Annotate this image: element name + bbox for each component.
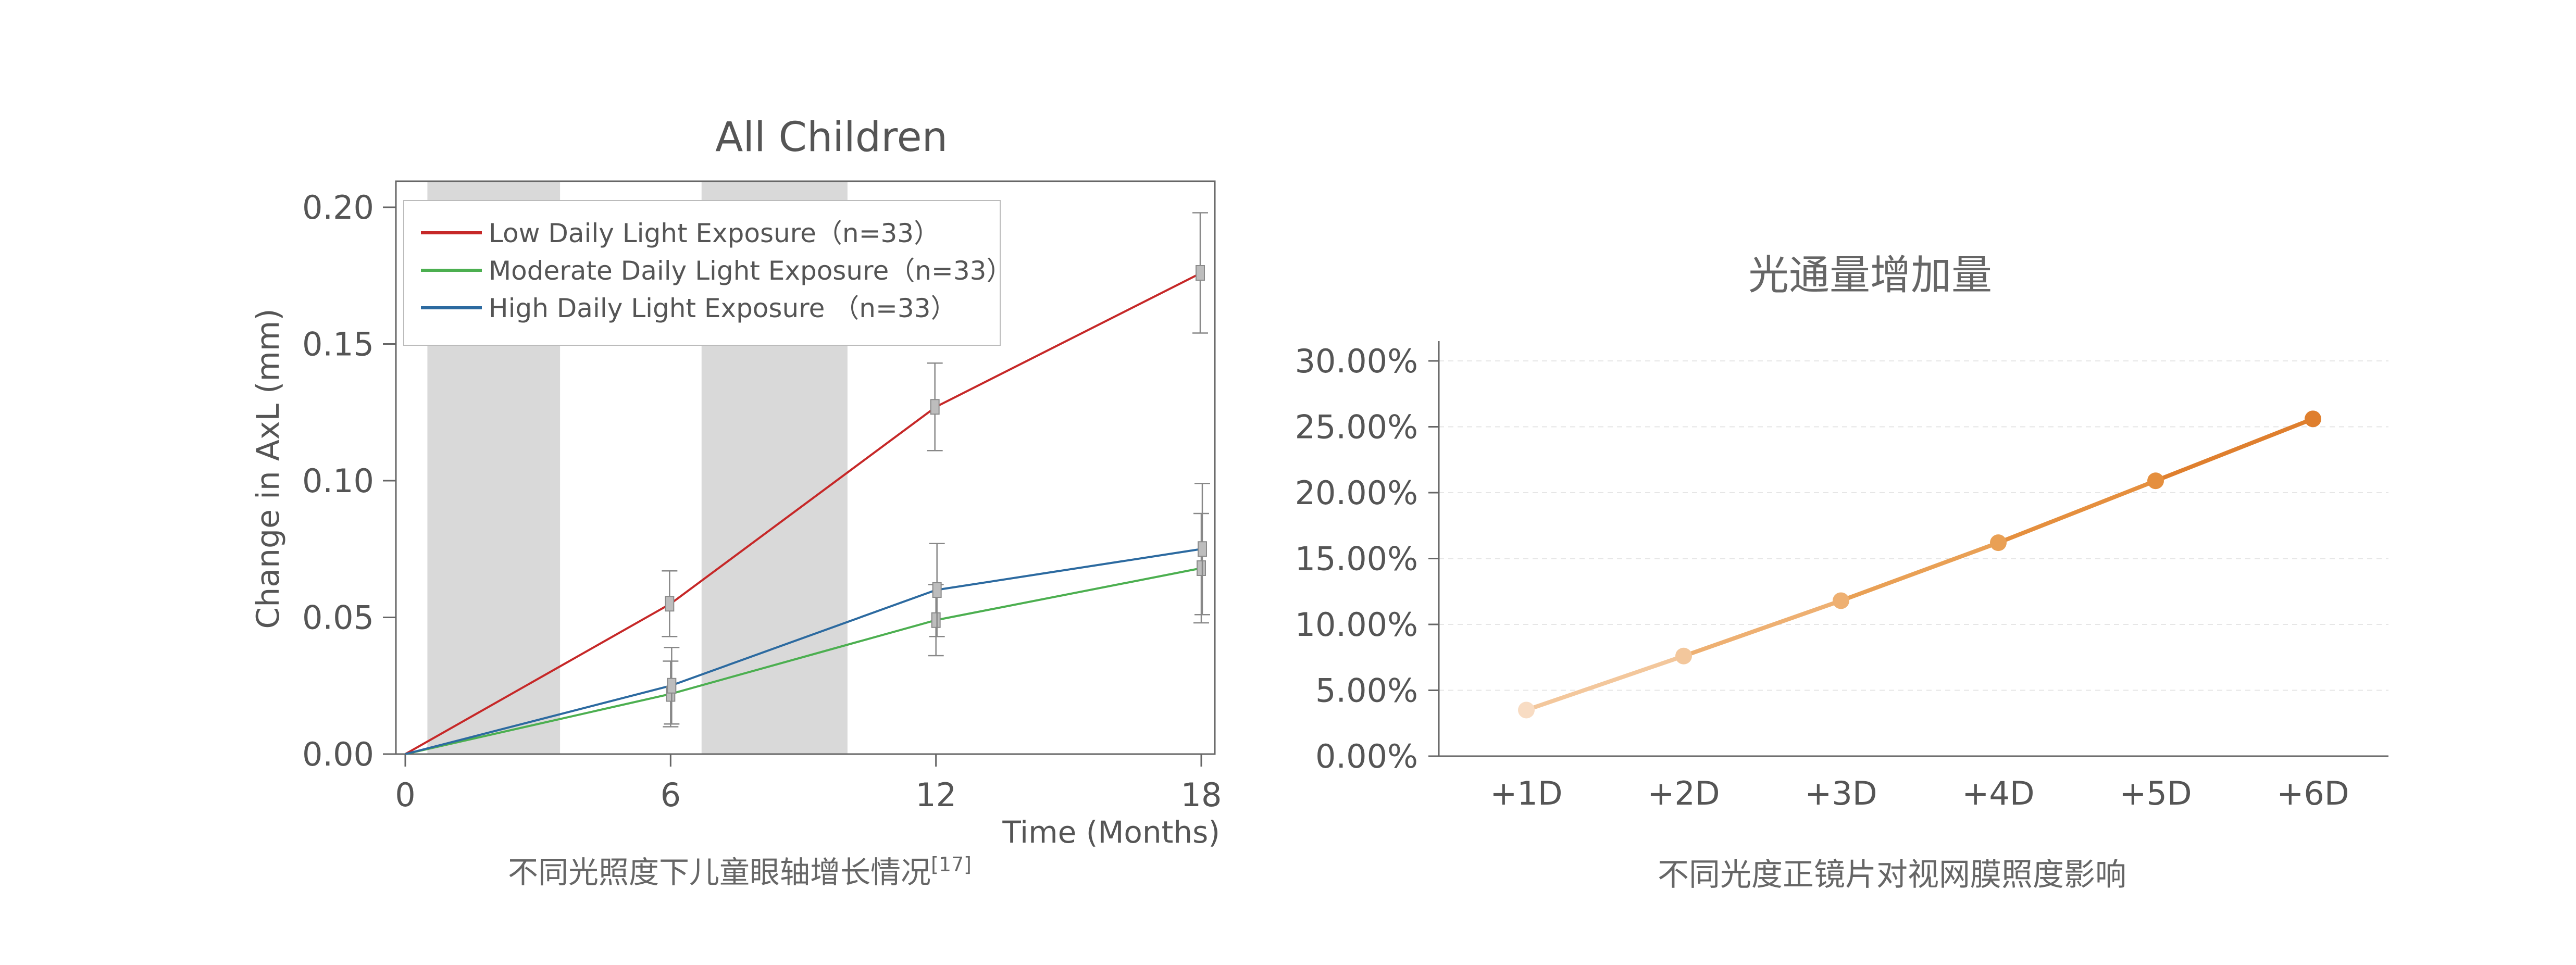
data-point — [1990, 534, 2007, 552]
data-point — [1833, 592, 1849, 609]
data-point-marker — [1196, 265, 1205, 281]
right-points — [1518, 410, 2321, 719]
left-caption-text: 不同光照度下儿童眼轴增长情况 — [508, 855, 931, 890]
left-plot-frame — [395, 180, 1216, 755]
x-tick-label: 6 — [661, 776, 681, 814]
series-line — [405, 272, 1202, 755]
right-chart: 光通量增加量 0.00% 5.00% 10.00% 15.00% 20.00% 25.00… — [1295, 252, 2388, 893]
right-y-ticks: 0.00% 5.00% 10.00% 15.00% 20.00% 25.00% 30.00% — [1295, 342, 1439, 775]
left-caption-ref: [17] — [931, 853, 972, 876]
data-point-marker — [1198, 541, 1207, 557]
left-caption: 不同光照度下儿童眼轴增长情况[17] — [508, 853, 972, 890]
y-tick-label: 0.10 — [302, 462, 374, 500]
right-gridlines — [1439, 360, 2388, 691]
series-line — [405, 567, 1202, 755]
data-point — [1518, 701, 1535, 719]
series-line — [405, 548, 1202, 755]
line-segment — [1839, 541, 2000, 603]
line-segment — [1682, 598, 1843, 658]
y-tick-label: 25.00% — [1295, 408, 1418, 446]
legend-label: Low Daily Light Exposure（n=33） — [489, 218, 940, 248]
data-point-marker — [665, 596, 675, 612]
left-chart-title: All Children — [715, 114, 948, 161]
data-point — [2147, 472, 2164, 490]
x-tick-label: +6D — [2276, 774, 2349, 812]
x-tick-label: +2D — [1647, 774, 1720, 812]
line-segment — [1996, 479, 2158, 545]
y-tick-label: 0.20 — [302, 189, 374, 227]
left-chart: 0.00 0.05 0.10 0.15 0.20 0 6 12 18 All Children… — [250, 114, 1222, 890]
legend: Low Daily Light Exposure（n=33） Moderate D… — [403, 200, 1012, 346]
series-group — [405, 272, 1202, 755]
data-point-marker — [932, 582, 942, 598]
data-point-marker — [930, 399, 940, 415]
legend-entries: Low Daily Light Exposure（n=33） Moderate D… — [421, 218, 1012, 323]
error-bars — [662, 212, 1210, 728]
x-tick-label: 18 — [1181, 776, 1222, 814]
y-tick-label: 5.00% — [1315, 672, 1418, 710]
right-chart-title: 光通量增加量 — [1748, 252, 1992, 299]
y-tick-label: 0.00% — [1315, 737, 1418, 775]
y-tick-label: 0.15 — [302, 325, 374, 364]
x-tick-label: +5D — [2119, 774, 2192, 812]
left-x-axis-label: Time (Months) — [1002, 814, 1220, 850]
left-x-ticks: 0 6 12 18 — [395, 754, 1222, 814]
y-tick-label: 15.00% — [1295, 540, 1418, 578]
right-line — [1524, 417, 2315, 712]
legend-label: Moderate Daily Light Exposure（n=33） — [489, 256, 1012, 286]
right-caption: 不同光度正镜片对视网膜照度影响 — [1658, 857, 2126, 893]
left-y-axis-label: Change in AxL (mm) — [250, 308, 287, 629]
y-tick-label: 20.00% — [1295, 474, 1418, 512]
line-segment — [2154, 417, 2315, 483]
line-segment — [1524, 654, 1686, 712]
x-tick-label: +3D — [1805, 774, 1877, 812]
left-y-ticks: 0.00 0.05 0.10 0.15 0.20 — [302, 189, 396, 773]
legend-box — [403, 200, 1001, 346]
y-tick-label: 0.00 — [302, 735, 374, 773]
data-point-marker — [1197, 560, 1206, 576]
y-tick-label: 30.00% — [1295, 342, 1418, 380]
y-tick-label: 10.00% — [1295, 606, 1418, 644]
data-point-marker — [667, 678, 677, 694]
x-tick-label: 12 — [915, 776, 956, 814]
x-tick-label: +4D — [1962, 774, 2034, 812]
right-x-ticks: +1D +2D +3D +4D +5D +6D — [1490, 774, 2349, 812]
legend-label: High Daily Light Exposure （n=33） — [489, 293, 956, 323]
data-point-marker — [931, 612, 941, 628]
data-point — [2305, 410, 2321, 428]
x-tick-label: 0 — [395, 776, 415, 814]
data-point — [1675, 647, 1692, 665]
x-tick-label: +1D — [1490, 774, 1562, 812]
y-tick-label: 0.05 — [302, 599, 374, 637]
